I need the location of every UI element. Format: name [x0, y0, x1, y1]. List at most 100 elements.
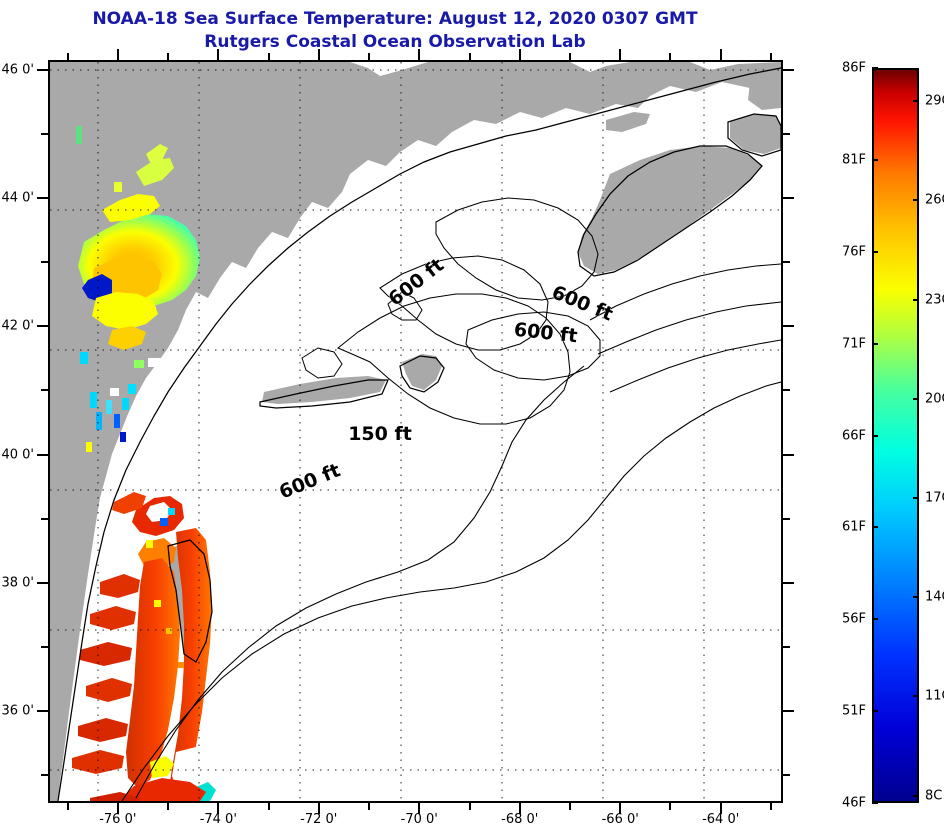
sst-pixels-chesapeake — [72, 492, 218, 801]
x-tick-major — [619, 803, 622, 814]
y-axis-label: 36 0' — [1, 703, 34, 719]
land-north-america — [50, 62, 781, 801]
y-tick-major — [37, 68, 48, 71]
colorbar-label-fahrenheit: 51F — [841, 703, 866, 719]
colorbar-tick-c — [913, 100, 919, 103]
y-tick-right-minor — [783, 389, 790, 392]
colorbar-tick-c — [913, 794, 919, 797]
colorbar-tick-c — [913, 497, 919, 500]
colorbar-label-celsius: 29C — [925, 93, 944, 109]
colorbar[interactable] — [872, 68, 919, 803]
x-axis-label: -72 0' — [300, 812, 338, 827]
x-tick-minor — [267, 803, 270, 810]
colorbar-label-fahrenheit: 81F — [841, 152, 866, 168]
colorbar-label-celsius: 23C — [925, 292, 944, 308]
colorbar-tick-f — [872, 618, 878, 621]
land-long-island — [262, 376, 386, 404]
y-tick-major — [37, 581, 48, 584]
x-tick-top-minor — [368, 53, 371, 60]
y-tick-right-minor — [783, 517, 790, 520]
contour-label: 150 ft — [348, 423, 412, 445]
x-axis-label: -68 0' — [501, 812, 539, 827]
y-tick-right — [783, 325, 794, 328]
colorbar-tick-c — [913, 199, 919, 202]
colorbar-tick-f — [872, 434, 878, 437]
x-tick-minor — [66, 803, 69, 810]
x-tick-top-minor — [568, 53, 571, 60]
y-axis-label: 42 0' — [1, 318, 34, 334]
x-tick-top — [116, 49, 119, 60]
colorbar-label-fahrenheit: 76F — [841, 244, 866, 260]
x-tick-major — [418, 803, 421, 814]
y-tick-major — [37, 196, 48, 199]
y-tick-right — [783, 581, 794, 584]
y-tick-minor — [41, 261, 48, 264]
colorbar-tick-c — [913, 596, 919, 599]
y-tick-right-minor — [783, 646, 790, 649]
land-newfoundland — [748, 76, 781, 110]
sst-pixels-gulf-st-lawrence — [76, 126, 200, 452]
title-line-1: NOAA-18 Sea Surface Temperature: August … — [92, 9, 698, 29]
landmass-layer — [50, 62, 781, 801]
colorbar-label-fahrenheit: 61F — [841, 519, 866, 535]
chart-title: NOAA-18 Sea Surface Temperature: August … — [0, 8, 790, 54]
land-pei — [606, 112, 650, 132]
x-tick-top — [217, 49, 220, 60]
land-nova-scotia — [578, 146, 762, 274]
x-tick-top-minor — [769, 53, 772, 60]
x-tick-major — [217, 803, 220, 814]
y-tick-minor — [41, 389, 48, 392]
y-axis-label: 38 0' — [1, 575, 34, 591]
y-tick-right-minor — [783, 261, 790, 264]
x-tick-major — [116, 803, 119, 814]
x-tick-top — [418, 49, 421, 60]
x-tick-top — [317, 49, 320, 60]
colorbar-tick-c — [913, 695, 919, 698]
y-axis-label: 44 0' — [1, 190, 34, 206]
x-tick-top-minor — [267, 53, 270, 60]
x-axis-label: -64 0' — [702, 812, 740, 827]
colorbar-label-fahrenheit: 86F — [841, 60, 866, 76]
x-tick-minor — [468, 803, 471, 810]
y-tick-right-minor — [783, 774, 790, 777]
grid-layer — [50, 62, 781, 801]
x-axis-label: -70 0' — [400, 812, 438, 827]
x-axis-label: -74 0' — [199, 812, 237, 827]
x-axis-label: -76 0' — [99, 812, 137, 827]
colorbar-label-celsius: 20C — [925, 391, 944, 407]
x-tick-major — [518, 803, 521, 814]
colorbar-label-fahrenheit: 71F — [841, 336, 866, 352]
title-line-2: Rutgers Coastal Ocean Observation Lab — [204, 32, 586, 52]
x-tick-top-minor — [669, 53, 672, 60]
x-axis-label: -66 0' — [601, 812, 639, 827]
y-tick-right — [783, 68, 794, 71]
colorbar-label-celsius: 17C — [925, 490, 944, 506]
colorbar-tick-f — [872, 526, 878, 529]
y-axis-label: 40 0' — [1, 447, 34, 463]
x-tick-minor — [167, 803, 170, 810]
colorbar-tick-f — [872, 802, 878, 804]
land-cape-cod — [402, 354, 442, 390]
x-tick-major — [317, 803, 320, 814]
x-tick-top — [719, 49, 722, 60]
y-tick-major — [37, 325, 48, 328]
colorbar-tick-c — [913, 397, 919, 400]
colorbar-tick-f — [872, 710, 878, 713]
colorbar-tick-f — [872, 250, 878, 253]
x-tick-top-minor — [66, 53, 69, 60]
x-tick-minor — [368, 803, 371, 810]
x-tick-minor — [669, 803, 672, 810]
y-tick-minor — [41, 132, 48, 135]
colorbar-label-celsius: 26C — [925, 192, 944, 208]
colorbar-tick-c — [913, 298, 919, 301]
sst-map[interactable]: 600 ft 600 ft 600 ft 150 ft 600 ft — [48, 60, 783, 803]
land-cape-breton — [730, 114, 781, 154]
y-tick-major — [37, 453, 48, 456]
x-tick-top — [518, 49, 521, 60]
y-tick-right-minor — [783, 132, 790, 135]
colorbar-gradient — [872, 68, 919, 803]
x-tick-top-minor — [167, 53, 170, 60]
colorbar-tick-f — [872, 342, 878, 345]
colorbar-label-celsius: 11C — [925, 688, 944, 704]
